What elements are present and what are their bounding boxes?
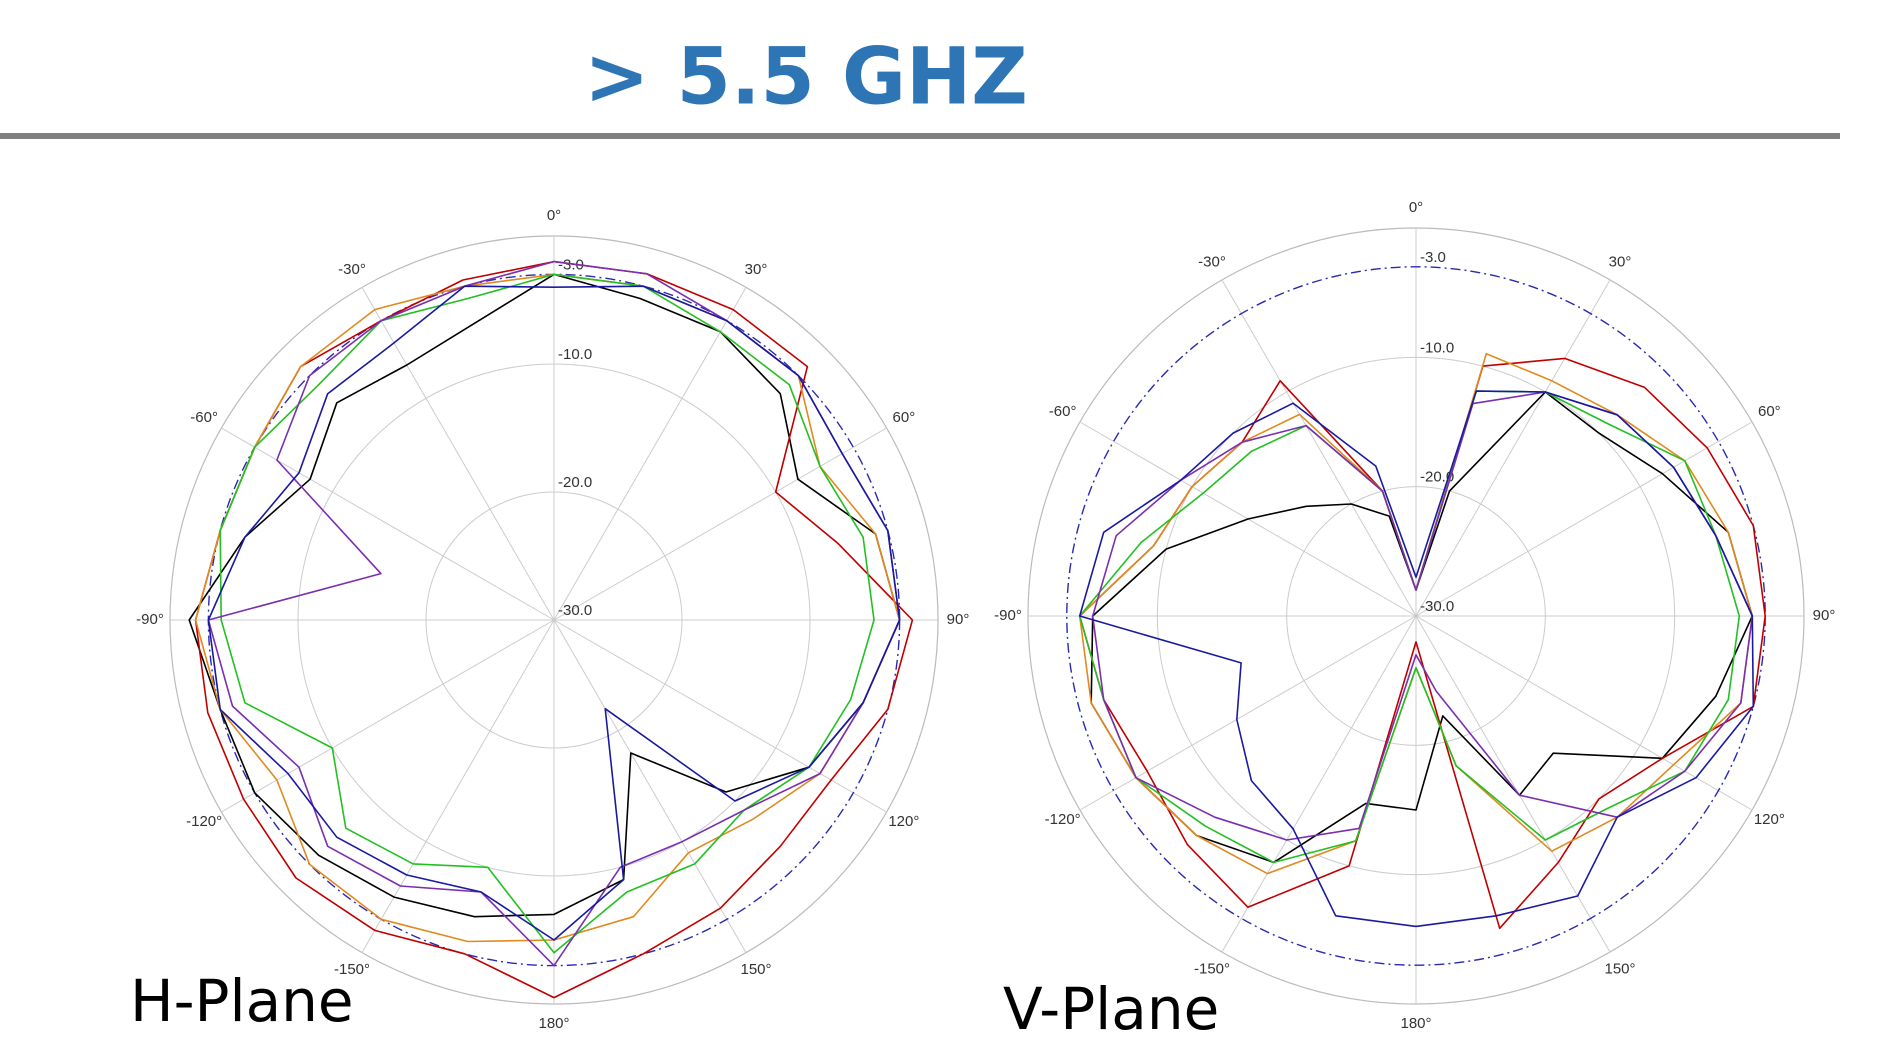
theta-tick-label: -30° bbox=[1198, 254, 1226, 271]
theta-tick-label: 0° bbox=[547, 207, 561, 224]
theta-tick-label: -60° bbox=[190, 409, 218, 426]
spoke bbox=[553, 287, 747, 621]
r-tick-label: -30.0 bbox=[1420, 598, 1454, 615]
r-tick-label: -10.0 bbox=[558, 346, 592, 363]
theta-tick-label: 150° bbox=[740, 961, 771, 978]
r-tick-label: -20.0 bbox=[1420, 469, 1454, 486]
spoke bbox=[221, 427, 555, 621]
spoke bbox=[1415, 615, 1611, 953]
spoke bbox=[1221, 615, 1417, 953]
slide-title: > 5.5 GHZ bbox=[584, 32, 1028, 122]
pattern-line bbox=[207, 260, 901, 967]
pattern-line bbox=[207, 285, 901, 941]
title-rule bbox=[0, 133, 1840, 139]
grid-ring bbox=[425, 491, 683, 749]
theta-tick-label: 120° bbox=[888, 813, 919, 830]
chart-title: H-Plane bbox=[130, 967, 354, 1035]
theta-tick-label: -90° bbox=[994, 607, 1022, 624]
theta-tick-label: 150° bbox=[1604, 960, 1635, 977]
theta-tick-label: 180° bbox=[538, 1015, 569, 1032]
spoke bbox=[1079, 615, 1417, 811]
theta-tick-label: 90° bbox=[1813, 607, 1836, 624]
spoke bbox=[553, 619, 747, 953]
spoke bbox=[361, 287, 555, 621]
theta-tick-label: -120° bbox=[1045, 811, 1081, 828]
pattern-line bbox=[1078, 357, 1766, 930]
theta-tick-label: -150° bbox=[1194, 960, 1230, 977]
spoke bbox=[1415, 421, 1753, 617]
grid-ring bbox=[1286, 486, 1546, 746]
spoke bbox=[553, 619, 887, 813]
theta-tick-label: 30° bbox=[745, 261, 768, 278]
r-tick-label: -20.0 bbox=[558, 474, 592, 491]
theta-tick-label: 90° bbox=[947, 611, 970, 628]
theta-tick-label: -90° bbox=[136, 611, 164, 628]
spoke bbox=[361, 619, 555, 953]
theta-tick-label: 60° bbox=[893, 409, 916, 426]
grid-ring bbox=[1156, 356, 1676, 876]
theta-tick-label: -150° bbox=[334, 961, 370, 978]
r-tick-label: -3.0 bbox=[1420, 249, 1446, 266]
spoke bbox=[553, 427, 887, 621]
theta-tick-label: 30° bbox=[1609, 254, 1632, 271]
r-tick-label: -3.0 bbox=[558, 256, 584, 273]
theta-tick-label: 120° bbox=[1754, 811, 1785, 828]
theta-tick-label: 60° bbox=[1758, 403, 1781, 420]
r-tick-label: -30.0 bbox=[558, 602, 592, 619]
spoke bbox=[1221, 279, 1417, 617]
theta-tick-label: 180° bbox=[1400, 1015, 1431, 1032]
r-tick-label: -10.0 bbox=[1420, 339, 1454, 356]
pattern-line bbox=[1078, 390, 1755, 928]
theta-tick-label: -60° bbox=[1049, 403, 1077, 420]
theta-tick-label: 0° bbox=[1409, 199, 1423, 216]
spoke bbox=[1415, 279, 1611, 617]
theta-tick-label: -120° bbox=[186, 813, 222, 830]
theta-tick-label: -30° bbox=[338, 261, 366, 278]
chart-title: V-Plane bbox=[1003, 975, 1219, 1043]
grid-ring bbox=[297, 363, 811, 877]
